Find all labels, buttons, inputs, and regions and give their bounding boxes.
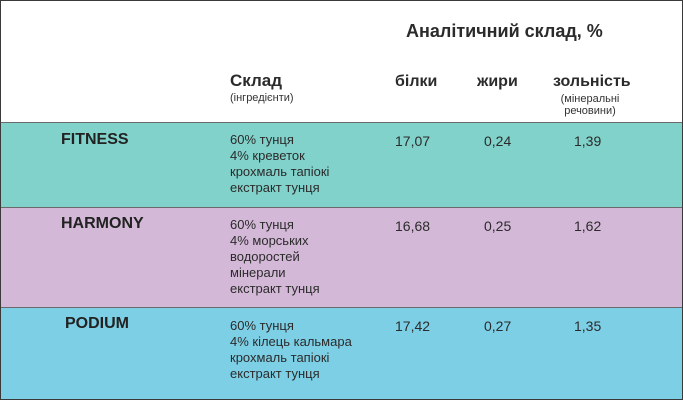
table-row: FITNESS 60% тунця 4% креветок крохмаль т…: [1, 122, 682, 207]
fat-value: 0,25: [484, 218, 512, 234]
ingredient-item: 4% кілець кальмара: [230, 334, 352, 349]
ingredient-item: екстракт тунця: [230, 366, 320, 381]
fat-header: жири: [477, 73, 518, 90]
row-divider: [1, 207, 682, 208]
protein-value: 17,07: [395, 133, 431, 149]
ingredient-item: мінерали: [230, 265, 286, 280]
analytic-composition-title: Аналітичний склад, %: [406, 21, 603, 41]
table-row: PODIUM 60% тунця 4% кілець кальмара крох…: [1, 307, 682, 399]
ash-value: 1,39: [574, 133, 602, 149]
table-header: Аналітичний склад, % Склад (інгредієнти)…: [1, 1, 682, 122]
ash-subheader-line-2: речовини): [564, 105, 616, 117]
ingredient-item: 60% тунця: [230, 318, 294, 333]
ingredient-item: крохмаль тапіокі: [230, 350, 330, 365]
row-divider: [1, 122, 682, 123]
product-name: FITNESS: [61, 131, 129, 148]
ash-header: зольність: [553, 73, 631, 90]
table-row: HARMONY 60% тунця 4% морських водоростей…: [1, 207, 682, 307]
ingredient-item: екстракт тунця: [230, 281, 320, 296]
protein-value: 17,42: [395, 318, 431, 334]
ingredients-list: 60% тунця 4% креветок крохмаль тапіокі е…: [230, 132, 329, 196]
composition-header: Склад: [230, 71, 283, 90]
fat-value: 0,24: [484, 133, 512, 149]
protein-value: 16,68: [395, 218, 431, 234]
ingredients-list: 60% тунця 4% кілець кальмара крохмаль та…: [230, 318, 352, 382]
ingredient-item: екстракт тунця: [230, 180, 320, 195]
ingredient-item: 60% тунця: [230, 217, 294, 232]
ingredient-item: 60% тунця: [230, 132, 294, 147]
row-divider: [1, 307, 682, 308]
ingredients-list: 60% тунця 4% морських водоростей мінерал…: [230, 217, 320, 297]
ash-value: 1,35: [574, 318, 602, 334]
ingredient-item: 4% морських: [230, 233, 309, 248]
composition-subheader: (інгредієнти): [230, 92, 294, 104]
protein-header: білки: [395, 73, 438, 90]
ash-subheader-line-1: (мінеральні: [560, 93, 620, 105]
ingredient-item: 4% креветок: [230, 148, 305, 163]
ingredient-item: водоростей: [230, 249, 300, 264]
ash-value: 1,62: [574, 218, 602, 234]
ingredient-item: крохмаль тапіокі: [230, 164, 330, 179]
product-name: HARMONY: [61, 215, 144, 232]
fat-value: 0,27: [484, 318, 512, 334]
product-name: PODIUM: [65, 315, 129, 332]
ash-subheader: (мінеральні речовини): [553, 93, 627, 117]
